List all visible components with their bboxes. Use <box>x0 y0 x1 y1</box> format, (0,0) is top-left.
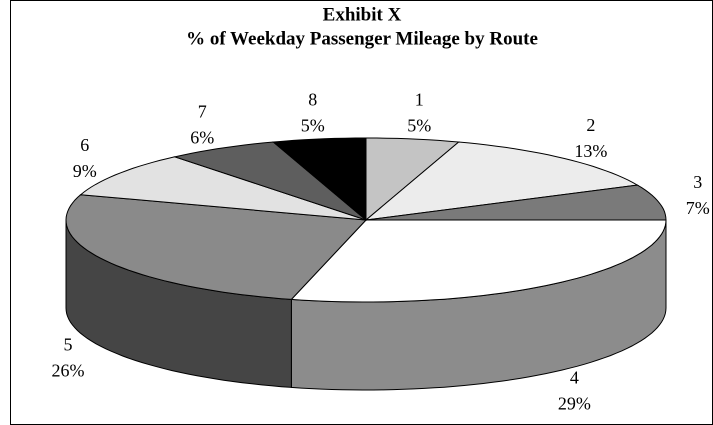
slice <box>172 141 367 221</box>
slice-label: 7 <box>198 101 207 121</box>
slice-label: 2 <box>586 115 595 135</box>
slice <box>290 219 667 303</box>
slice-label: 6 <box>80 135 89 155</box>
slice <box>365 137 460 222</box>
slice <box>79 156 367 221</box>
slice-value-label: 5% <box>407 115 431 135</box>
slice-value-label: 29% <box>558 394 591 414</box>
chart-subtitle: % of Weekday Passenger Mileage by Route <box>186 28 538 49</box>
slice-value-label: 13% <box>574 141 607 161</box>
chart-title: Exhibit X <box>323 4 402 25</box>
slice-label: 5 <box>64 335 73 355</box>
slice-value-label: 5% <box>301 115 325 135</box>
slice <box>365 184 667 221</box>
slice <box>65 194 368 300</box>
slice <box>272 137 367 222</box>
slice <box>364 141 639 221</box>
slice-value-label: 26% <box>52 361 85 381</box>
slice-label: 8 <box>308 89 317 109</box>
slice-value-label: 9% <box>73 161 97 181</box>
slice-value-label: 6% <box>190 127 214 147</box>
slice-label: 1 <box>415 89 424 109</box>
slice-label: 4 <box>570 368 579 388</box>
slice-label: 3 <box>693 172 702 192</box>
slice-value-label: 7% <box>686 198 710 218</box>
